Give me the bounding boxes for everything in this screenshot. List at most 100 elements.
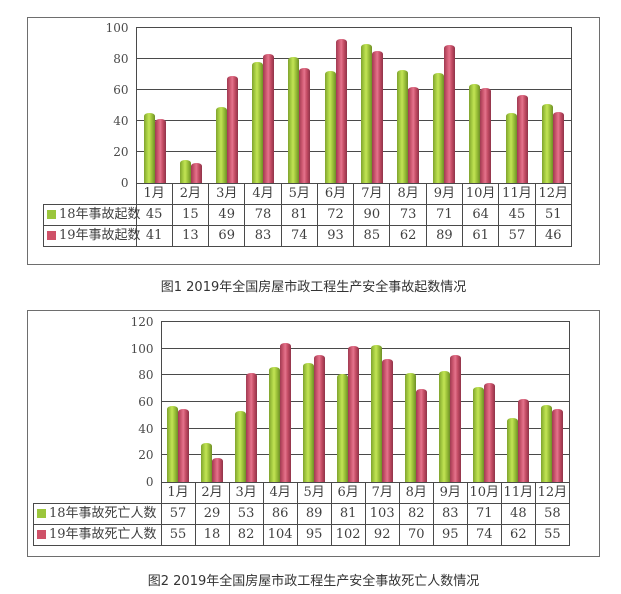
month-label: 6月 [330,482,366,504]
bar-group [467,322,501,482]
bar-series1-month7 [371,51,383,183]
bar-series0-month7 [371,344,383,482]
month-row: 1月 2月 3月 4月 5月 6月 7月 8月 9月 10月 11月 12月 [34,482,571,504]
bar-series0-month10 [469,83,481,183]
value-cell: 53 [228,503,264,525]
legend-cell: 19年事故起数 [43,225,141,247]
bar-series1-month7 [382,359,394,482]
bar-group [173,28,209,183]
value-cell: 74 [280,225,318,247]
plot-row: 0 20 40 60 80 100 120 [34,316,570,488]
value-cell: 95 [432,524,468,546]
plot-row: 0 20 40 60 80 100 [44,22,572,189]
value-cell: 74 [466,524,502,546]
value-cell: 45 [498,204,536,226]
month-label: 12月 [534,183,573,205]
gridline [161,454,569,456]
gridline [161,374,569,376]
bar-series1-month4 [263,54,275,183]
y-axis-tick-label: 100 [130,341,154,356]
month-label: 2月 [194,482,230,504]
month-label: 4月 [244,183,282,205]
month-label: 4月 [262,482,298,504]
figure1-chart-table: 0 20 40 60 80 100 1月 2月 3月 4月 5月 6月 7月 8月 9月 10月 11月 12月 1… [43,22,573,247]
bar-series1-month11 [518,399,529,482]
series-row: 18年事故死亡人数 57 29 53 86 89 81 103 82 83 71 48 58 [33,503,571,525]
gridline [136,58,571,59]
y-axis-tick-label: 100 [105,21,129,35]
bar-series1-month3 [227,76,238,183]
value-cell: 49 [208,204,246,226]
bar-series1-month5 [314,355,326,482]
month-label: 11月 [498,183,536,205]
bar-series1-month4 [280,343,292,482]
value-cell: 64 [462,204,500,226]
bar-series1-month10 [484,383,496,482]
bar-group [162,322,196,482]
month-label: 1月 [135,183,173,205]
bar-series0-month12 [540,404,552,482]
month-label: 8月 [398,482,434,504]
value-cell: 57 [160,503,196,525]
month-label: 7月 [353,183,391,205]
bar-series0-month10 [473,387,485,482]
bar-group [263,322,297,482]
y-axis-tick-label: 0 [120,176,129,190]
figure2-panel: 0 20 40 60 80 100 120 1月 2月 3月 4月 5月 6月 7月 8月 9月 10月 11月 1… [27,310,600,557]
value-cell: 89 [296,503,332,525]
value-cell: 95 [296,524,332,546]
figure2-chart-table: 0 20 40 60 80 100 120 1月 2月 3月 4月 5月 6月 7月 8月 9月 10月 11月 1… [33,316,571,546]
value-cell: 90 [353,204,391,226]
legend-label: 19年事故死亡人数 [49,527,157,542]
legend-cell: 18年事故死亡人数 [33,503,162,525]
bar-series0-month5 [303,363,315,482]
value-cell: 89 [425,225,464,247]
legend-spacer [34,483,162,504]
bar-group [354,28,390,183]
legend-swatch-icon [47,231,56,240]
value-cell: 81 [280,204,318,226]
figure2-caption: 图2 2019年全国房屋市政工程生产安全事故死亡人数情况 [147,574,480,589]
bar-group [535,322,569,482]
value-cell: 81 [330,503,366,525]
bar-series1-month2 [212,458,224,482]
y-axis-tick-label: 40 [138,421,154,436]
value-cell: 57 [498,225,536,247]
bar-series1-month9 [444,45,456,183]
bar-series0-month3 [235,411,247,482]
value-cell: 78 [244,204,282,226]
bar-series1-month5 [299,68,311,183]
value-cell: 48 [500,503,536,525]
bar-series0-month7 [360,43,372,183]
legend-swatch-icon [37,509,46,518]
value-cell: 62 [389,225,427,247]
bar-group [195,322,229,482]
value-cell: 70 [398,524,434,546]
legend-label: 18年事故死亡人数 [49,506,157,521]
value-cell: 41 [135,225,173,247]
value-cell: 82 [398,503,434,525]
bar-series0-month12 [541,103,553,183]
bar-group [281,28,317,183]
value-cell: 62 [500,524,536,546]
bar-series0-month11 [507,418,518,482]
bar-group [209,28,245,183]
bar-series1-month1 [178,408,190,482]
bar-series0-month9 [439,371,451,482]
gridline [161,427,569,429]
value-cell: 82 [228,524,264,546]
bar-series0-month2 [179,159,191,183]
month-row: 1月 2月 3月 4月 5月 6月 7月 8月 9月 10月 11月 12月 [44,183,573,205]
bar-series0-month8 [405,372,417,482]
month-label: 1月 [160,482,196,504]
month-label: 5月 [280,183,318,205]
value-cell: 45 [135,204,173,226]
value-cell: 29 [194,503,230,525]
value-cell: 104 [262,524,298,546]
bar-group [399,322,433,482]
bar-group [229,322,263,482]
month-label: 6月 [316,183,355,205]
bar-series0-month11 [505,113,517,183]
value-cell: 71 [425,204,464,226]
bar-series1-month12 [551,408,563,482]
